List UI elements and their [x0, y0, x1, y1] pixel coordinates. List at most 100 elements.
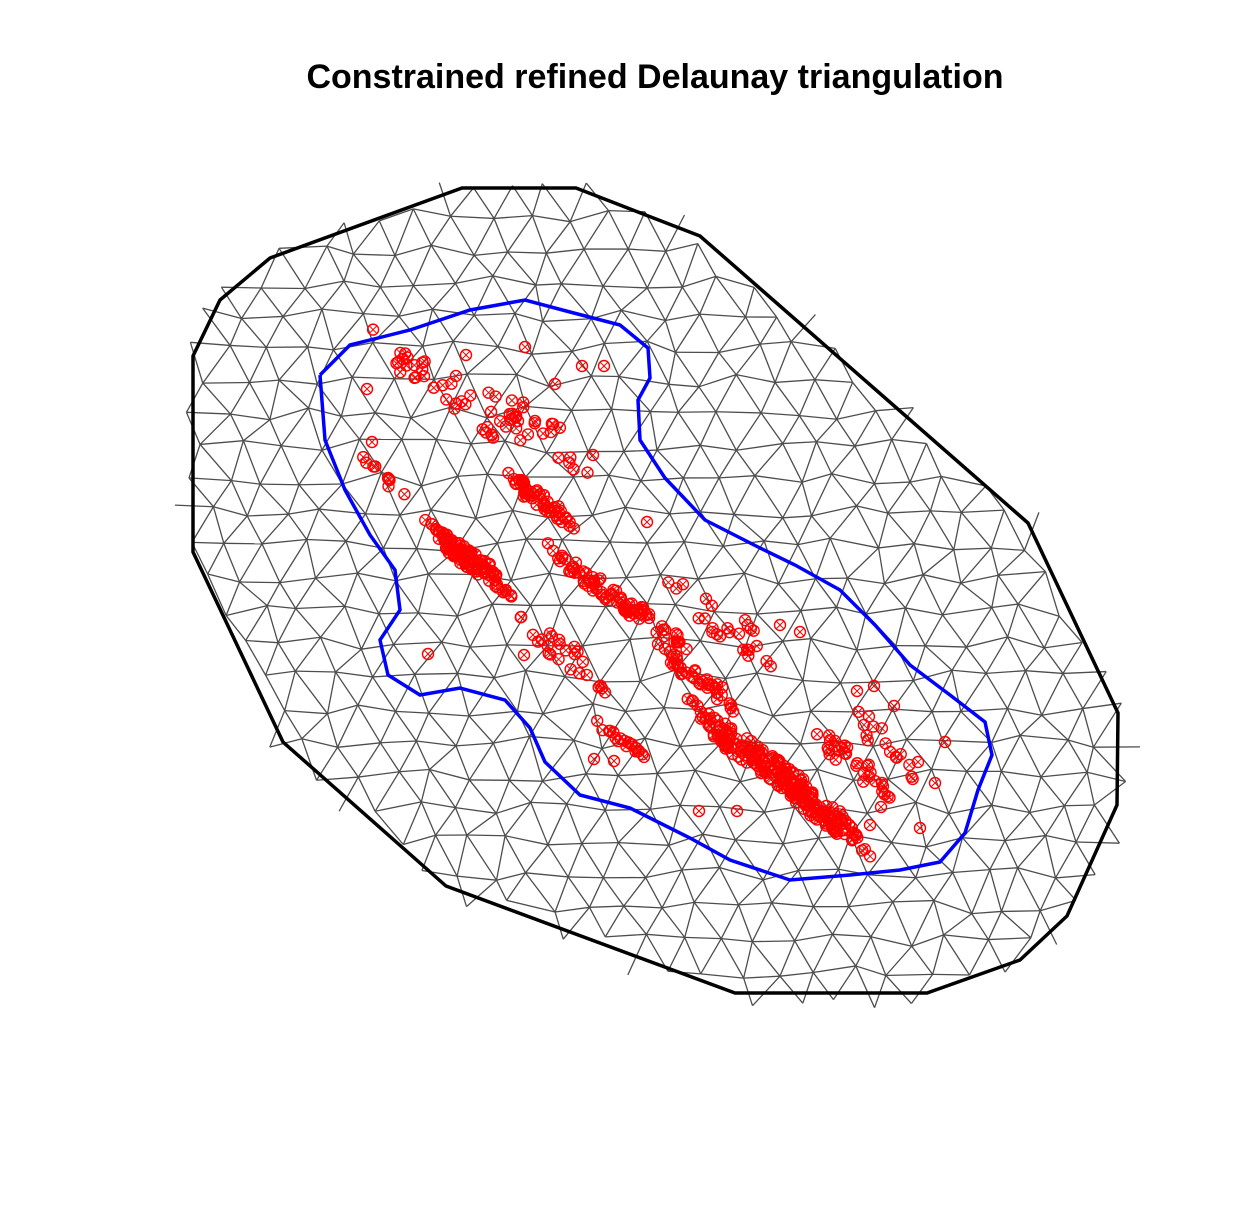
mesh-edge [942, 606, 992, 616]
mesh-edge [835, 606, 858, 651]
mesh-edge [279, 539, 308, 583]
mesh-edge [810, 473, 833, 517]
mesh-edge [887, 778, 917, 803]
mesh-edge [870, 936, 887, 976]
mesh-edge [990, 547, 999, 576]
mesh-edge [319, 637, 337, 673]
mesh-edge [427, 573, 458, 617]
mesh-edge [883, 583, 906, 609]
observation-point [581, 466, 594, 479]
mesh-edge [800, 578, 817, 611]
mesh-edge [885, 975, 912, 1004]
mesh-edge [650, 410, 679, 413]
mesh-edge [547, 844, 569, 878]
observation-points [357, 323, 952, 863]
mesh-edge [836, 382, 854, 420]
mesh-edge [797, 515, 813, 545]
observation-point [552, 451, 565, 464]
mesh-edge [207, 543, 225, 575]
mesh-edge [399, 485, 422, 516]
mesh-edge [429, 745, 457, 771]
mesh-edge [831, 933, 857, 967]
mesh-edge [989, 840, 1006, 870]
mesh-edge [486, 440, 506, 475]
mesh-edge [567, 843, 583, 878]
mesh-edge [421, 801, 456, 809]
observation-point [449, 397, 463, 410]
mesh-edge [379, 208, 414, 222]
observation-point [676, 578, 690, 591]
mesh-edge [295, 608, 322, 638]
mesh-edge [585, 773, 606, 811]
mesh-edge [735, 839, 784, 845]
mesh-edge [867, 801, 917, 814]
mesh-edge [735, 412, 762, 451]
mesh-edge [683, 541, 699, 580]
observation-point [459, 348, 473, 362]
mesh-edge [756, 672, 774, 717]
mesh-edge [812, 933, 834, 973]
mesh-edge [668, 383, 700, 388]
mesh-edge [378, 220, 396, 256]
mesh-edge [602, 285, 622, 311]
mesh-edge [679, 769, 696, 806]
mesh-edge [441, 641, 459, 674]
mesh-edge [1001, 910, 1041, 913]
mesh-edge [684, 936, 722, 940]
mesh-edge [420, 485, 432, 511]
observation-point [832, 744, 845, 757]
mesh-edge [924, 645, 953, 671]
observation-point [658, 642, 672, 655]
mesh-edge [618, 376, 651, 412]
mesh-edge [588, 906, 606, 938]
mesh-edge [435, 406, 452, 440]
mesh-edge [625, 711, 646, 739]
mesh-edge [624, 506, 648, 544]
mesh-edge [393, 612, 419, 645]
mesh-edge [846, 577, 867, 615]
mesh-edge [745, 316, 761, 345]
mesh-edge [1041, 707, 1083, 716]
mesh-edge [650, 804, 681, 810]
mesh-edge [838, 834, 852, 870]
observation-point [642, 607, 656, 621]
mesh-edge [647, 286, 683, 289]
mesh-edge [906, 738, 943, 742]
mesh-edge [1040, 776, 1065, 807]
mesh-edge [450, 187, 475, 217]
plot-title: Constrained refined Delaunay triangulati… [306, 58, 1004, 96]
mesh-edge [454, 779, 470, 808]
mesh-edge [815, 441, 833, 475]
observation-point [863, 850, 877, 863]
mesh-edge [682, 275, 717, 288]
mesh-edge [249, 379, 280, 384]
mesh-edge [892, 708, 908, 740]
mesh-edge [1020, 734, 1069, 741]
mesh-edge [352, 253, 381, 288]
mesh-edge [668, 833, 703, 846]
observation-point [553, 421, 567, 434]
mesh-edge [831, 906, 850, 935]
mesh-edge [930, 510, 962, 513]
mesh-edge [265, 670, 296, 676]
mesh-edge [942, 614, 967, 648]
mesh-edge [866, 812, 893, 843]
mesh-edge [991, 708, 1009, 743]
mesh-edge [715, 374, 737, 413]
mesh-edge [542, 283, 562, 322]
mesh-edge [943, 934, 989, 941]
mesh-edge [718, 352, 737, 376]
mesh-edge [504, 835, 549, 846]
mesh-edge [646, 320, 666, 342]
mesh-edge [776, 316, 792, 342]
mesh-edge [545, 252, 562, 285]
mesh-edge [743, 540, 765, 574]
mesh-edge [512, 509, 549, 519]
mesh-edge [802, 972, 814, 1004]
mesh-edge [801, 441, 818, 483]
mesh-edge [665, 243, 698, 252]
mesh-edge [320, 605, 346, 638]
mesh-edge [525, 405, 572, 412]
mesh-edge [677, 411, 701, 446]
mesh-edge [241, 315, 284, 320]
